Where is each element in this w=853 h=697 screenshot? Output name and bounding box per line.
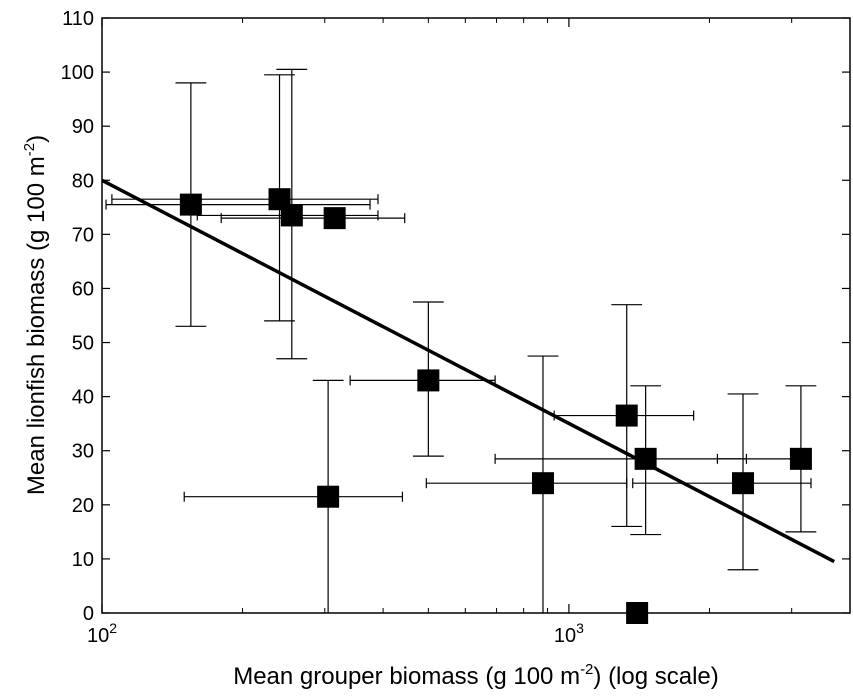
y-tick-label: 90 <box>72 116 94 138</box>
regression-line <box>101 178 835 564</box>
y-tick-label: 40 <box>72 387 94 409</box>
x-axis-ticks: 102 103 <box>87 18 851 647</box>
data-point <box>634 447 657 470</box>
data-point <box>615 404 638 427</box>
data-point <box>417 369 440 392</box>
data-markers <box>179 188 812 624</box>
data-point <box>626 602 649 624</box>
x-tick-label: 102 <box>87 620 117 647</box>
y-tick-label: 30 <box>72 441 94 463</box>
y-tick-label: 70 <box>72 224 94 246</box>
y-tick-label: 50 <box>72 333 94 355</box>
data-point <box>323 207 346 230</box>
y-axis-label: Mean lionfish biomass (g 100 m-2) <box>21 135 50 495</box>
y-tick-label: 110 <box>62 8 94 30</box>
data-point <box>789 447 812 470</box>
data-point <box>531 472 554 495</box>
x-axis-label: Mean grouper biomass (g 100 m-2) (log sc… <box>233 661 719 690</box>
y-tick-label: 100 <box>61 62 94 84</box>
y-axis-ticks: 0 10 20 30 40 50 60 70 80 90 100 110 <box>61 8 850 625</box>
error-bars <box>105 68 817 613</box>
plot-frame <box>101 17 851 614</box>
y-tick-label: 10 <box>72 549 94 571</box>
y-tick-label: 20 <box>72 495 94 517</box>
x-tick-label: 103 <box>554 620 584 647</box>
data-point <box>280 204 303 227</box>
y-tick-label: 60 <box>72 278 94 300</box>
y-tick-label: 0 <box>83 603 94 625</box>
regression-line-group <box>101 178 835 564</box>
y-tick-label: 80 <box>72 170 94 192</box>
data-point <box>179 193 202 216</box>
data-point <box>317 485 340 508</box>
data-point <box>732 472 755 495</box>
